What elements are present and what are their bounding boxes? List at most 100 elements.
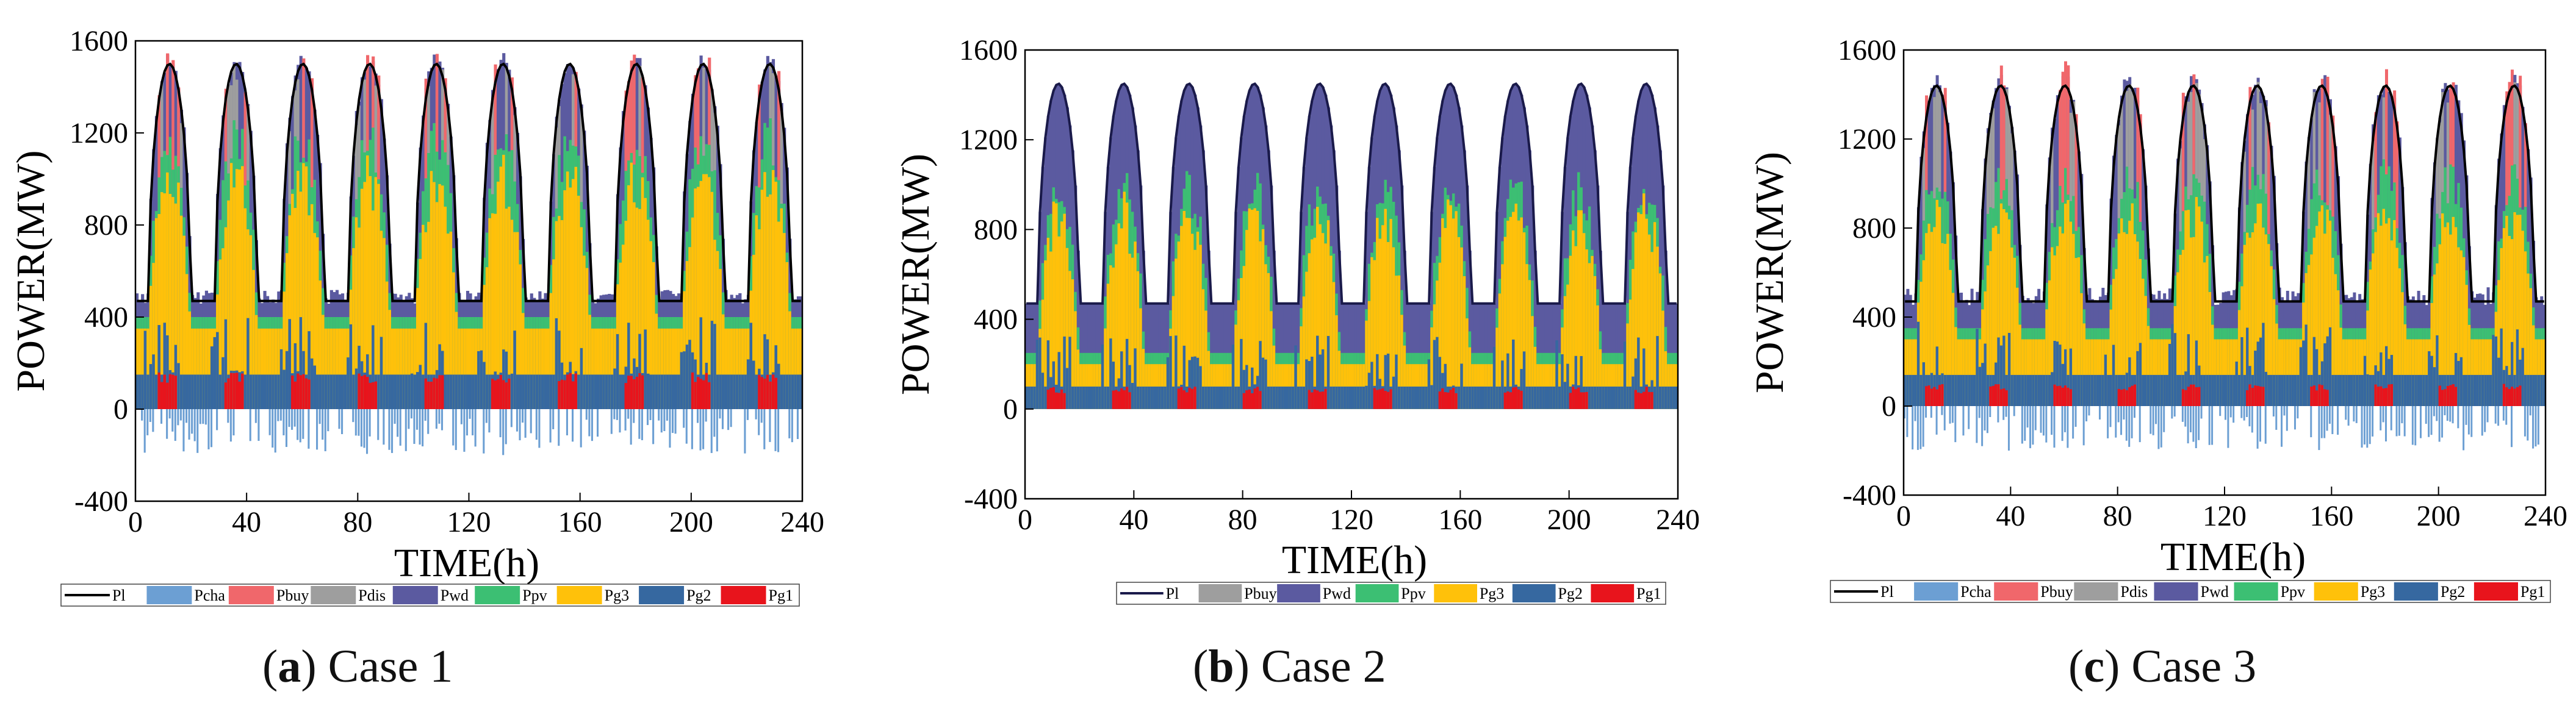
bar-pg1 <box>171 374 175 409</box>
bar-pg2 <box>2334 374 2337 406</box>
bar-pcha <box>2074 406 2077 427</box>
bar-pcha <box>383 409 385 445</box>
bar-pcha <box>2323 406 2326 438</box>
bar-pg1 <box>566 374 570 409</box>
bar-pg2 <box>488 374 492 409</box>
bar-pg2 <box>2414 374 2418 406</box>
y-tick-label: 400 <box>84 301 128 334</box>
bar-pg2 <box>780 374 783 409</box>
bar-pg2 <box>1035 340 1039 409</box>
bar-pcha <box>460 409 462 424</box>
bar-pg3 <box>2007 219 2011 406</box>
bar-pg2 <box>458 374 461 409</box>
bar-pg2 <box>1201 387 1205 409</box>
chart-svg-case-1: 0 40 80 120 160 200 240-400040080012001600POWE… <box>9 25 824 607</box>
bar-pg3 <box>2243 245 2247 406</box>
bar-pg3 <box>410 328 414 409</box>
bar-pg2 <box>1261 357 1265 409</box>
bar-pg3 <box>2286 339 2289 406</box>
bar-pcha <box>216 409 218 430</box>
bar-pg3 <box>1057 236 1061 409</box>
bar-pg2 <box>257 374 261 409</box>
bar-pg2 <box>399 374 403 409</box>
bar-pg2 <box>1669 387 1673 409</box>
bar-pg2 <box>783 374 786 409</box>
bar-pg2 <box>1397 387 1401 409</box>
bar-pg3 <box>2315 226 2319 406</box>
bar-pg3 <box>424 232 428 409</box>
bar-pg2 <box>1408 387 1412 409</box>
x-tick-label: 0 <box>1896 500 1911 532</box>
bar-pcha <box>499 409 502 438</box>
bar-pg2 <box>1125 338 1129 409</box>
bar-pg1 <box>1381 388 1385 409</box>
bar-pg2 <box>1547 387 1551 409</box>
y-axis-label: POWER(MW) <box>893 154 938 395</box>
bar-pg2 <box>616 334 620 409</box>
bar-pg2 <box>1632 376 1635 409</box>
bar-pcha <box>338 409 340 429</box>
bar-pg2 <box>530 374 533 409</box>
bar-pg2 <box>469 374 472 409</box>
bar-pcha <box>719 409 721 419</box>
bar-pg2 <box>1477 387 1480 409</box>
bar-pcha <box>2040 406 2042 433</box>
bar-pcha <box>293 409 296 427</box>
bar-pcha <box>585 409 588 420</box>
bar-pg2 <box>2259 337 2262 406</box>
bar-pcha <box>716 409 718 452</box>
bar-pg1 <box>1572 387 1575 409</box>
bar-pg3 <box>2005 212 2009 406</box>
bar-pg1 <box>1259 391 1262 409</box>
bar-pg2 <box>2077 374 2081 406</box>
bar-pg3 <box>358 227 361 409</box>
bar-pg3 <box>380 230 383 409</box>
bar-pg1 <box>2187 387 2190 406</box>
bar-pg3 <box>2374 232 2378 406</box>
bar-pg1 <box>372 382 375 409</box>
bar-pg2 <box>2312 337 2316 406</box>
bar-pg1 <box>1441 388 1445 409</box>
bar-pg3 <box>1134 241 1137 409</box>
bar-pg2 <box>2144 374 2148 406</box>
bar-pg3 <box>1642 193 1646 409</box>
bar-pg3 <box>163 193 167 409</box>
bar-pg2 <box>1460 363 1464 409</box>
bar-pg1 <box>1376 390 1380 409</box>
bar-pg2 <box>602 374 606 409</box>
y-tick-label: 1600 <box>70 25 128 57</box>
bar-pg2 <box>166 335 170 409</box>
bar-pg2 <box>1498 387 1502 409</box>
bar-pwd <box>1599 251 1602 409</box>
bar-pcha <box>377 409 380 440</box>
bar-pcha <box>713 409 716 437</box>
bar-pg2 <box>524 374 528 409</box>
bar-pg3 <box>652 262 656 409</box>
bar-pg2 <box>341 374 345 409</box>
bar-pcha <box>2283 406 2286 416</box>
bar-pg3 <box>2318 211 2322 406</box>
bar-pg3 <box>1049 251 1053 409</box>
bar-pg1 <box>2064 385 2067 406</box>
bar-pcha <box>2272 406 2275 417</box>
bar-pcha <box>2123 406 2125 420</box>
bar-pg2 <box>2059 345 2062 406</box>
bar-pcha <box>683 409 685 428</box>
bar-pg3 <box>266 328 270 409</box>
bar-pg1 <box>491 379 495 409</box>
bar-pg1 <box>1386 391 1391 409</box>
bar-pcha <box>674 409 677 434</box>
bar-pg2 <box>2505 366 2509 406</box>
bar-pg3 <box>2206 255 2209 406</box>
bar-pg3 <box>1449 205 1453 409</box>
bar-pg3 <box>2248 237 2252 406</box>
bar-pg2 <box>2315 349 2319 406</box>
legend-swatch-pbuy <box>228 586 274 604</box>
legend-swatch-pcha <box>146 586 192 604</box>
bar-pg3 <box>1656 246 1660 409</box>
bar-pg3 <box>149 285 153 409</box>
bar-pg3 <box>2139 259 2142 406</box>
bar-pcha <box>2045 406 2048 443</box>
bar-pg3 <box>719 269 722 409</box>
bar-pg1 <box>1634 390 1638 409</box>
